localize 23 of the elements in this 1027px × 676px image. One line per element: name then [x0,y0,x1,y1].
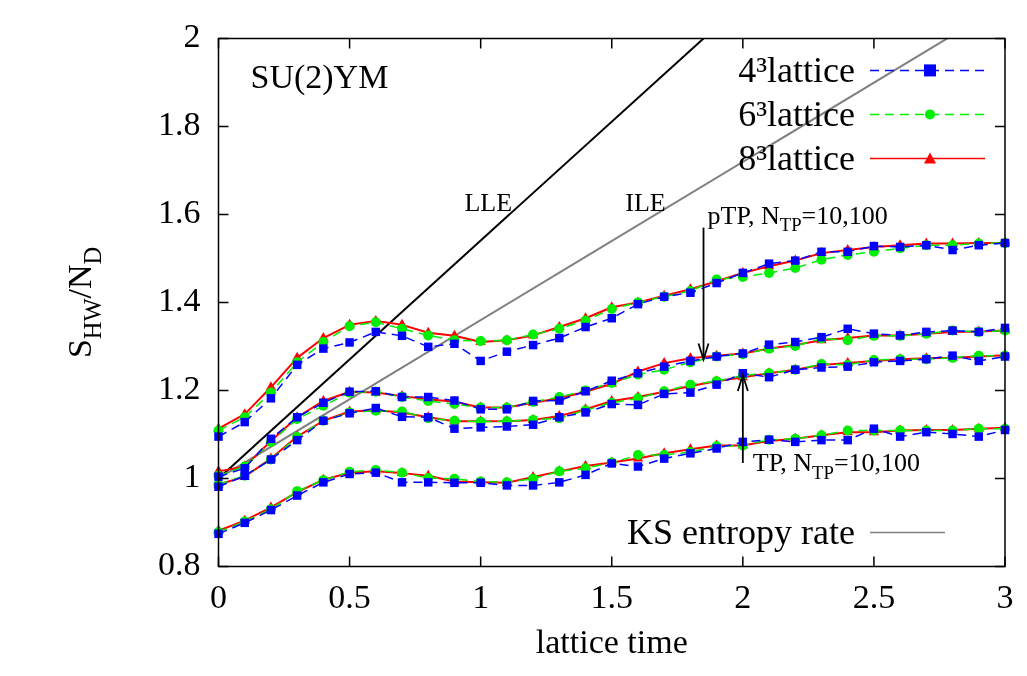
legend-label: 4³lattice [738,50,856,91]
x-tick-label: 1.5 [590,577,633,615]
y-tick-label: 1.2 [158,369,201,407]
x-tick-label: 0 [210,577,227,615]
series-label: LLE [464,188,513,218]
legend-label: 6³lattice [738,94,856,135]
y-tick-label: 1.6 [158,193,201,231]
annotation: KS entropy rate [627,512,855,553]
y-tick-label: 1 [183,457,201,495]
x-tick-label: 2 [734,577,752,615]
x-tick-label: 2.5 [852,577,896,615]
x-tick-label: 3 [996,577,1014,615]
legend-label: 8³lattice [738,138,856,179]
annotation: SU(2)YM [250,58,389,97]
y-axis-title: SHW/ND [60,246,106,359]
series-label: ILE [625,188,666,218]
x-tick-label: 1 [472,577,490,615]
x-axis-title: lattice time [535,622,688,660]
y-tick-label: 1.4 [158,281,201,319]
y-tick-label: 0.8 [158,545,201,583]
x-tick-label: 0.5 [328,577,371,615]
y-tick-label: 1.8 [158,105,201,143]
y-tick-label: 2 [183,17,201,55]
